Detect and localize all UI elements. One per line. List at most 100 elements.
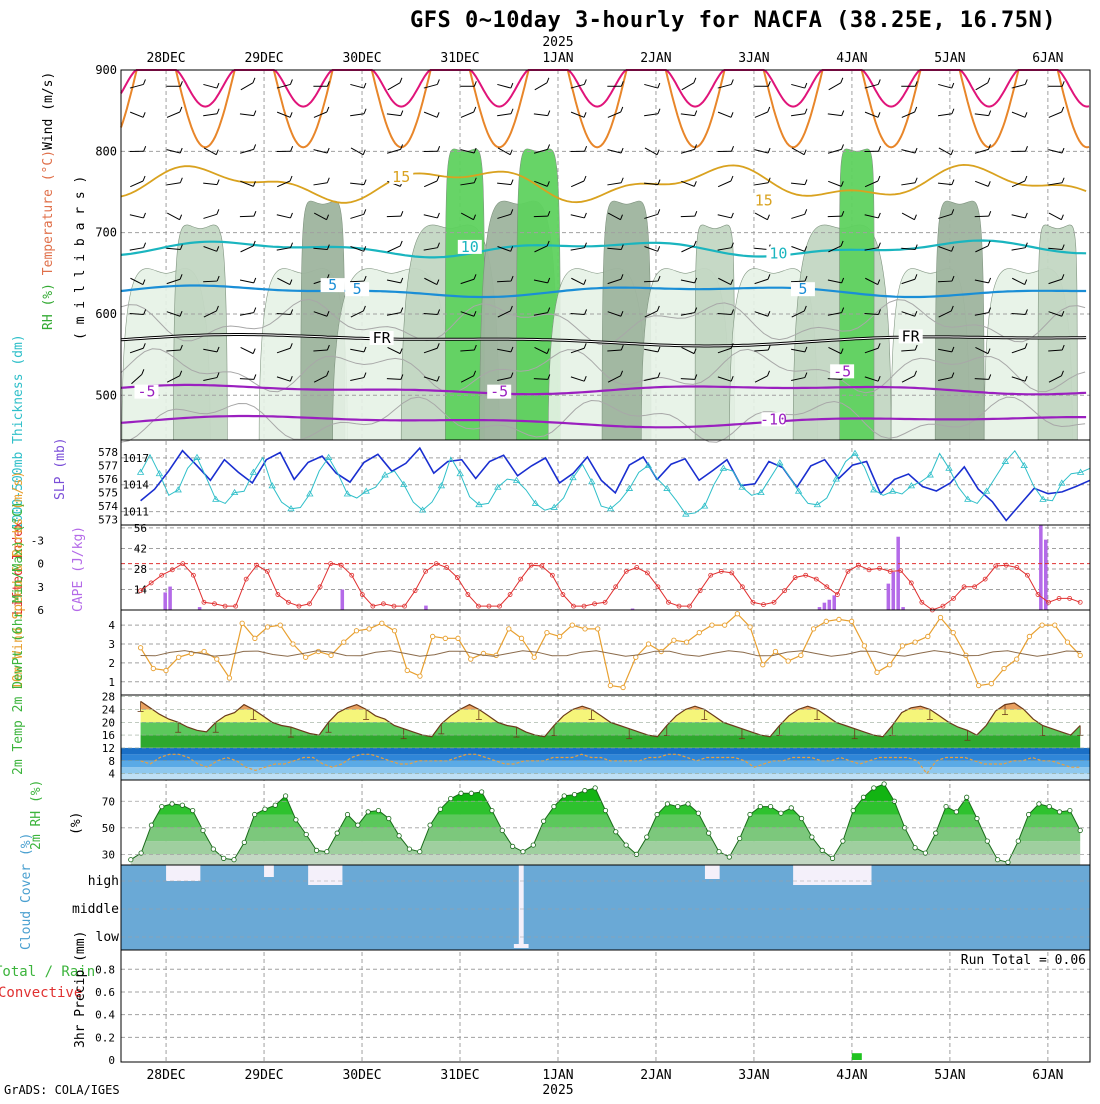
pressure-tick-label: 700 — [95, 226, 117, 240]
wind-barb-feather — [180, 148, 182, 153]
panel-frame — [121, 525, 1090, 610]
rh-marker — [676, 804, 680, 808]
wind-barb — [1049, 213, 1061, 220]
cloud-gap — [308, 865, 342, 885]
wind10-marker — [1078, 653, 1082, 657]
date-label-top: 5JAN — [934, 51, 965, 66]
rh-units: (%) — [69, 812, 84, 835]
wind-barb-feather — [805, 209, 807, 214]
wind10-marker — [672, 638, 676, 642]
wind10-marker — [430, 634, 434, 638]
wind-barb — [240, 280, 254, 283]
cape-ylabel: CAPE (J/kg) — [71, 526, 86, 612]
wind-barb — [1012, 215, 1026, 218]
wind-tick-label: 3 — [108, 638, 115, 651]
wind-barb-feather — [915, 107, 917, 112]
wind10-marker — [799, 653, 803, 657]
rh-marker — [975, 816, 979, 820]
wind-barb-feather — [621, 148, 623, 153]
wind-barb — [1049, 112, 1062, 117]
wind-barb-feather — [805, 83, 807, 88]
rh-band — [121, 854, 1090, 865]
temp-area — [121, 693, 1090, 748]
date-label-bottom: 28DEC — [146, 1068, 185, 1083]
wind-barb-feather — [768, 107, 770, 112]
wind-barb — [975, 181, 988, 186]
cloud-level-high: high — [88, 874, 119, 889]
wind-barb-feather — [804, 150, 806, 155]
wind-barb — [571, 215, 585, 218]
wind10-marker — [913, 640, 917, 644]
precip-bar — [852, 1053, 862, 1060]
rh-marker — [438, 807, 442, 811]
wind10-marker — [811, 627, 815, 631]
temp-tick-label: 12 — [102, 742, 115, 755]
wind10-marker — [1065, 640, 1069, 644]
wind10-marker — [583, 627, 587, 631]
wind10-marker — [176, 655, 180, 659]
wind10-marker — [773, 649, 777, 653]
wind-barb-feather — [364, 209, 366, 214]
wind-barb-feather — [143, 112, 145, 117]
wind-barb-feather — [1025, 213, 1027, 218]
precip-tick-label: 0.8 — [95, 963, 115, 976]
rh-marker — [655, 812, 659, 816]
wind-barb — [828, 114, 842, 116]
cloud-gap — [519, 865, 524, 945]
rh-marker — [820, 848, 824, 852]
rh-marker — [1006, 860, 1010, 864]
wind-barb-feather — [474, 107, 476, 112]
wind-barb — [681, 181, 694, 186]
wind-barb — [718, 181, 731, 187]
wind-barb — [791, 214, 804, 218]
wind10-marker — [875, 670, 879, 674]
wind-barb-feather — [695, 211, 697, 216]
rh-marker — [995, 857, 999, 861]
wind-barb-feather — [547, 78, 549, 83]
wind-barb-feather — [915, 148, 917, 153]
wind-barb-feather — [327, 178, 329, 183]
contour-label: FR — [373, 329, 392, 347]
precip-tick-label: 0.6 — [95, 986, 115, 999]
wind-barb-feather — [694, 181, 696, 186]
rh-shade — [935, 201, 984, 440]
date-label-top: 2JAN — [640, 51, 671, 66]
wind-barb — [203, 183, 217, 184]
wind-barb — [791, 183, 805, 184]
rh-marker — [376, 808, 380, 812]
wind10-marker — [761, 663, 765, 667]
wind10-marker — [253, 636, 257, 640]
wind-barb — [754, 183, 768, 185]
rh-marker — [686, 802, 690, 806]
temp-tick-label: 8 — [108, 755, 115, 768]
thickness-tick-label: 578 — [98, 446, 118, 459]
rh-marker — [748, 812, 752, 816]
contour-label: 10 — [461, 238, 479, 256]
wind-barb-feather — [180, 107, 182, 112]
rh-marker — [624, 843, 628, 847]
lifted-tick-label: -3 — [31, 534, 44, 547]
wind10-marker — [557, 634, 561, 638]
precip-units: 3hr Precip (mm) — [73, 931, 88, 1048]
dew-band — [121, 754, 1090, 760]
wind-barb-feather — [878, 213, 880, 218]
wind-barb-feather — [217, 180, 219, 185]
rh-marker — [283, 794, 287, 798]
cape-bar — [887, 584, 891, 610]
wind-barb-feather — [400, 241, 402, 246]
wind-barb-feather — [915, 178, 917, 183]
isotherm-20 — [121, 70, 1089, 147]
rh-marker — [779, 811, 783, 815]
rh-marker — [861, 795, 865, 799]
ylabel-temperature: Temperature (°C) — [41, 150, 56, 275]
cape-bar — [341, 589, 345, 610]
wind-barb-feather — [805, 109, 807, 114]
rh-marker — [490, 808, 494, 812]
temp-ylabel: 2m Temp 2m DewPt (6hr Min/Max) (°C) — [11, 501, 26, 775]
wind-barb-feather — [952, 109, 954, 114]
cape-bar — [424, 606, 428, 610]
rh-marker — [789, 806, 793, 810]
wind-barb-feather — [290, 112, 292, 117]
